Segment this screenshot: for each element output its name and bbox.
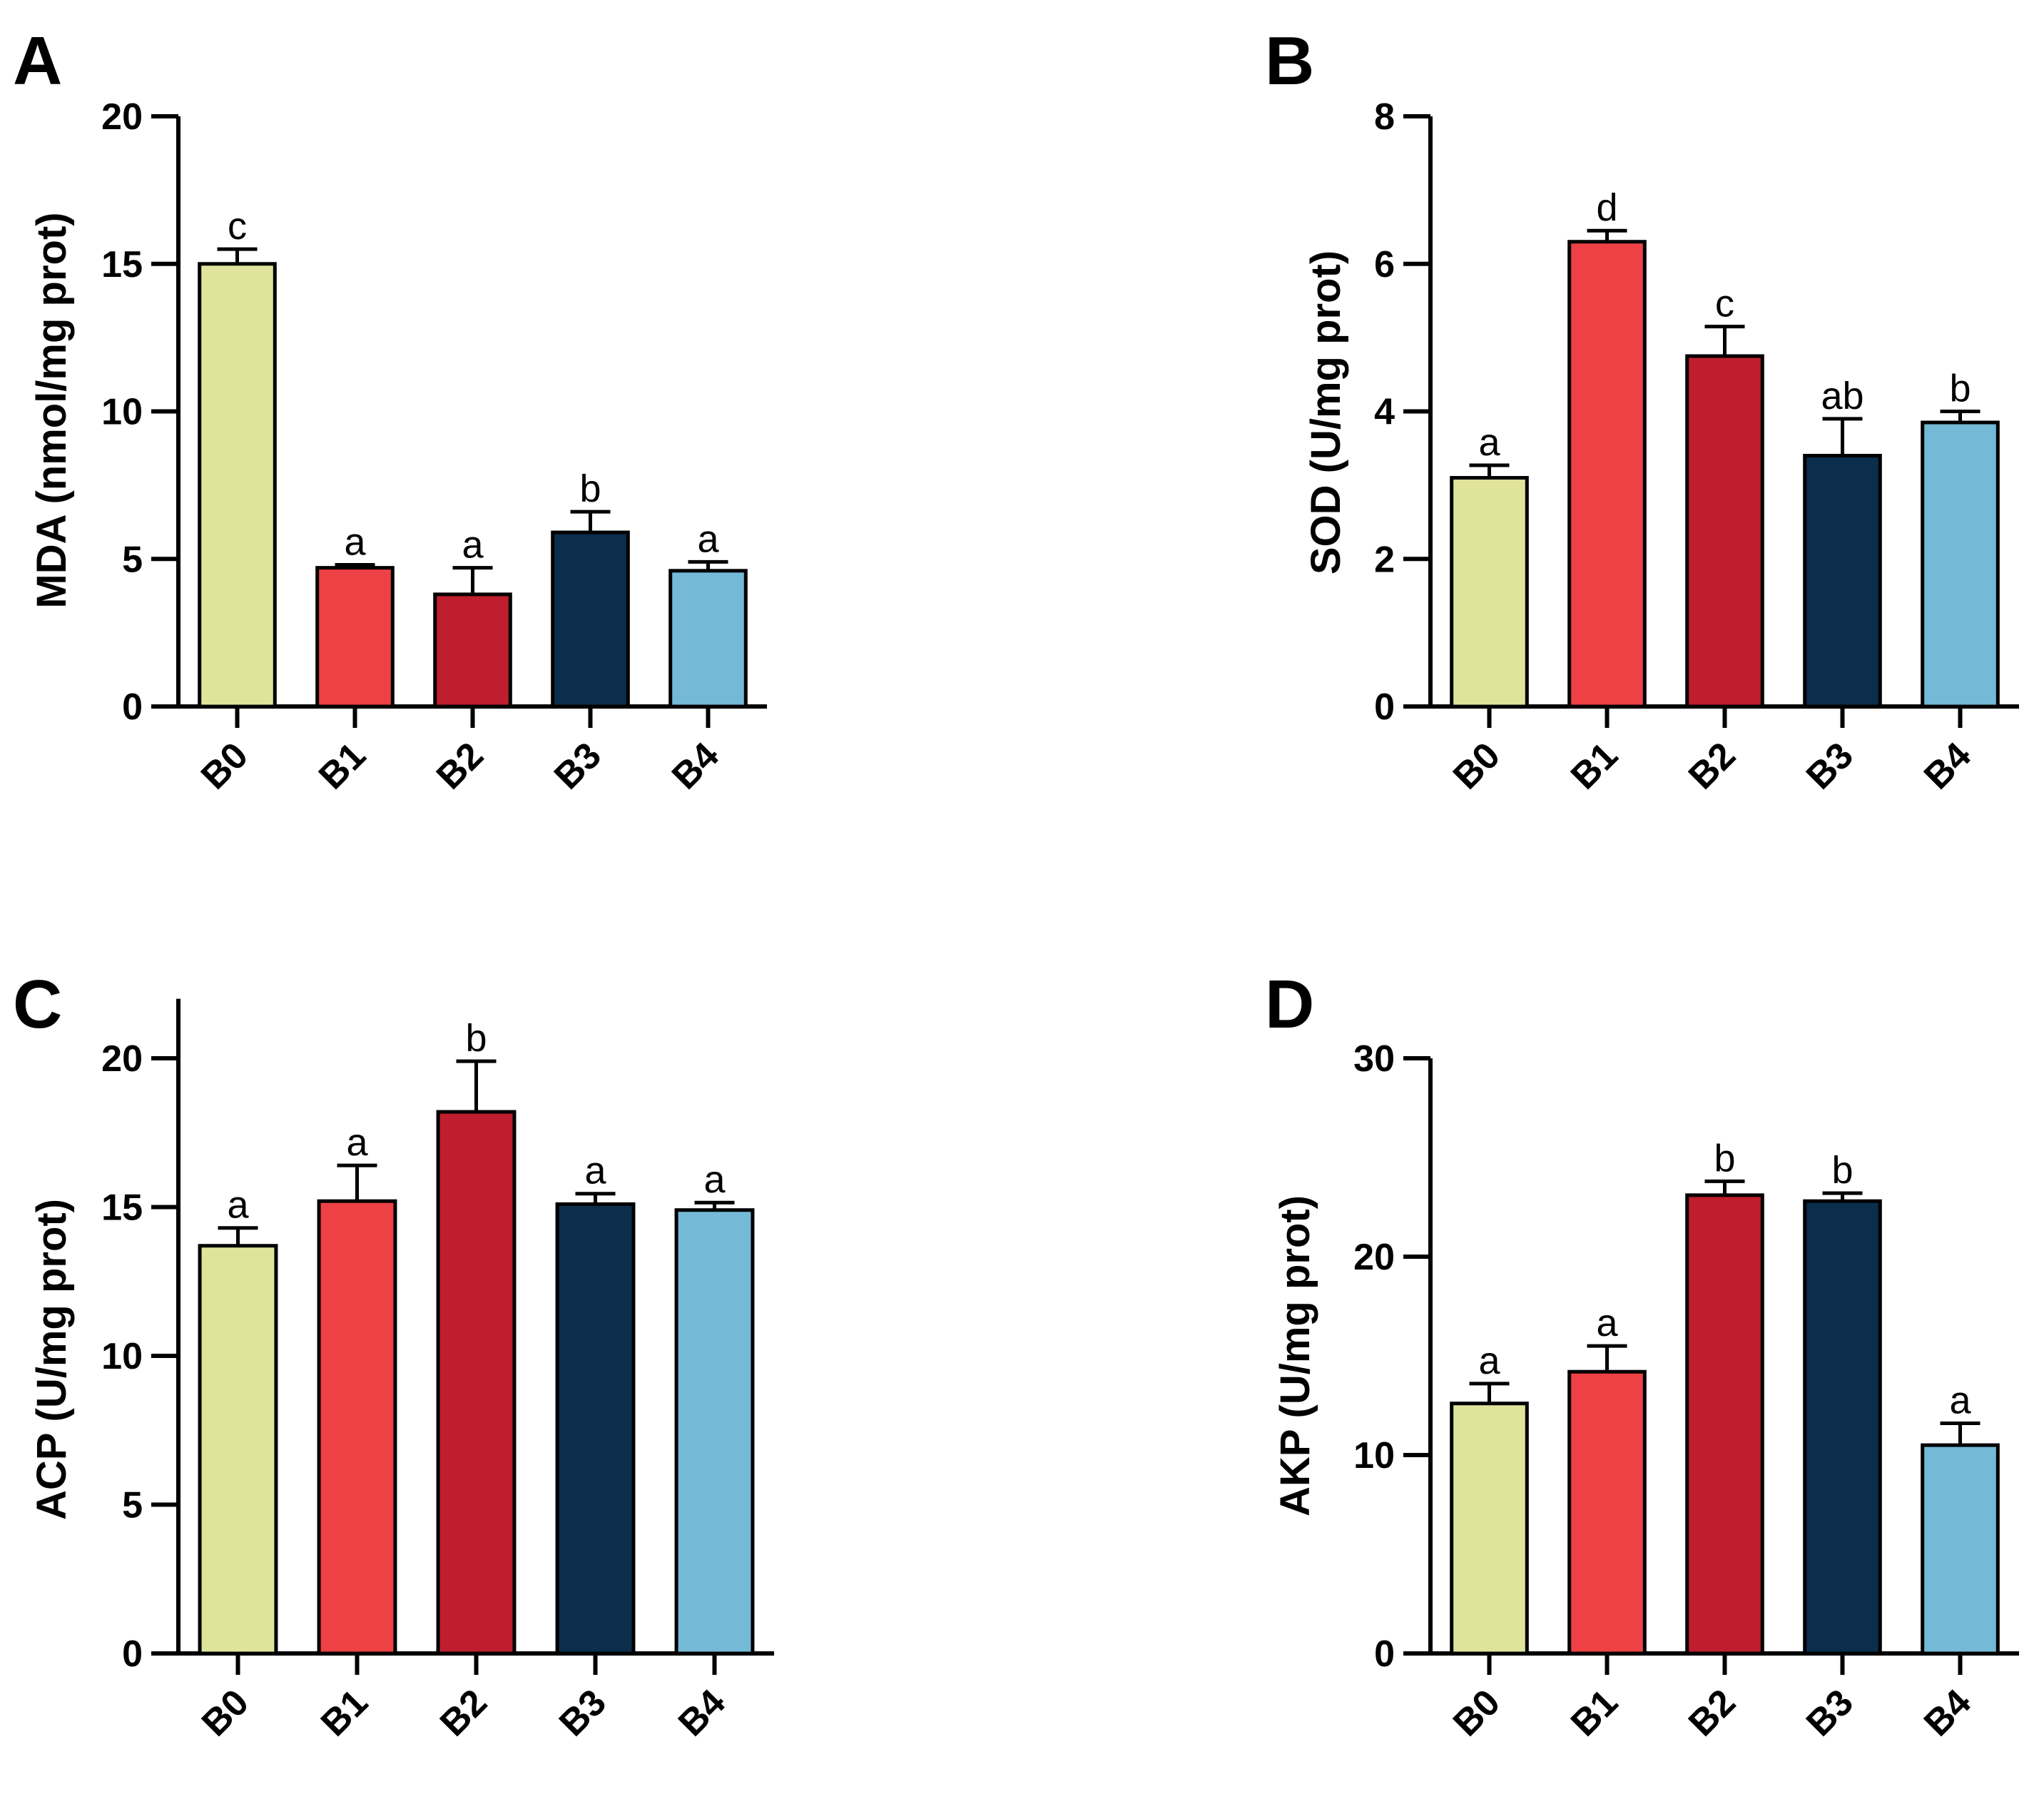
bar-B1 [317, 1199, 397, 1656]
bar-B2 [433, 592, 512, 709]
panel-d-ylabel: AKP (U/mg prot) [1272, 1195, 1318, 1516]
bar-B4 [668, 569, 748, 709]
y-tick-label: 8 [1374, 96, 1395, 138]
bar-B0 [1450, 476, 1529, 709]
panel-c-letter: C [13, 966, 62, 1043]
panel-b-letter: B [1265, 23, 1314, 99]
y-tick-label: 20 [101, 1038, 143, 1080]
y-tick-label: 2 [1374, 539, 1395, 580]
significance-label-B0: a [1478, 1339, 1500, 1382]
bar-B0 [1450, 1402, 1529, 1656]
significance-label-B3: b [579, 467, 601, 510]
y-tick-label: 4 [1374, 392, 1395, 433]
significance-label-B1: a [346, 1121, 368, 1164]
significance-label-B2: b [465, 1017, 487, 1060]
y-tick-label: 0 [122, 686, 143, 728]
bar-B4 [1921, 420, 2000, 709]
panel-c-ylabel: ACP (U/mg prot) [29, 1199, 75, 1520]
panel-d-letter: D [1265, 966, 1314, 1043]
bar-B2 [1685, 354, 1764, 709]
significance-label-B2: a [462, 524, 484, 567]
significance-label-B0: a [1478, 421, 1500, 464]
y-tick-label: 30 [1353, 1038, 1395, 1080]
panel-a-letter: A [13, 23, 62, 99]
significance-label-B3: a [584, 1150, 606, 1192]
y-tick-label: 15 [101, 1187, 143, 1229]
y-tick-label: 10 [101, 392, 143, 433]
bar-B2 [1685, 1193, 1764, 1656]
y-tick-label: 15 [101, 244, 143, 285]
significance-label-B1: a [344, 521, 366, 564]
y-tick-label: 0 [1374, 1633, 1395, 1675]
y-tick-label: 5 [122, 539, 143, 580]
bar-B1 [1567, 1369, 1647, 1656]
y-tick-label: 10 [1353, 1435, 1395, 1476]
bar-B0 [198, 1244, 278, 1656]
bar-B3 [1803, 454, 1882, 709]
significance-label-B2: b [1714, 1137, 1735, 1180]
significance-label-B4: b [1949, 368, 1971, 410]
significance-label-B4: a [697, 517, 719, 560]
bar-B1 [1567, 240, 1647, 709]
y-tick-label: 20 [1353, 1237, 1395, 1278]
significance-label-B0: a [227, 1184, 249, 1227]
bar-B3 [551, 530, 630, 709]
significance-label-B1: d [1596, 186, 1617, 229]
y-tick-label: 0 [122, 1633, 143, 1675]
significance-label-B1: a [1596, 1302, 1618, 1344]
significance-label-B4: a [703, 1158, 726, 1201]
significance-label-B4: a [1949, 1379, 1971, 1422]
y-tick-label: 20 [101, 96, 143, 138]
significance-label-B3: b [1831, 1149, 1853, 1192]
significance-label-B3: ab [1821, 375, 1864, 417]
bar-B3 [555, 1202, 636, 1656]
bar-B4 [1921, 1443, 2000, 1656]
bar-B3 [1803, 1199, 1882, 1656]
bar-B2 [436, 1110, 517, 1656]
bar-B0 [198, 262, 277, 709]
significance-label-B0: c [228, 205, 247, 248]
y-tick-label: 10 [101, 1336, 143, 1377]
panel-a-ylabel: MDA (nmol/mg prot) [29, 212, 75, 608]
y-tick-label: 6 [1374, 244, 1395, 285]
y-tick-label: 0 [1374, 686, 1395, 728]
bar-B4 [674, 1208, 755, 1656]
panel-c: C ACP (U/mg prot) 05101520aB0aB1bB2aB3aB… [13, 966, 774, 1744]
significance-label-B2: c [1715, 283, 1734, 325]
bar-B1 [315, 566, 395, 709]
panel-b-ylabel: SOD (U/mg prot) [1303, 250, 1349, 574]
y-tick-label: 5 [122, 1485, 143, 1526]
